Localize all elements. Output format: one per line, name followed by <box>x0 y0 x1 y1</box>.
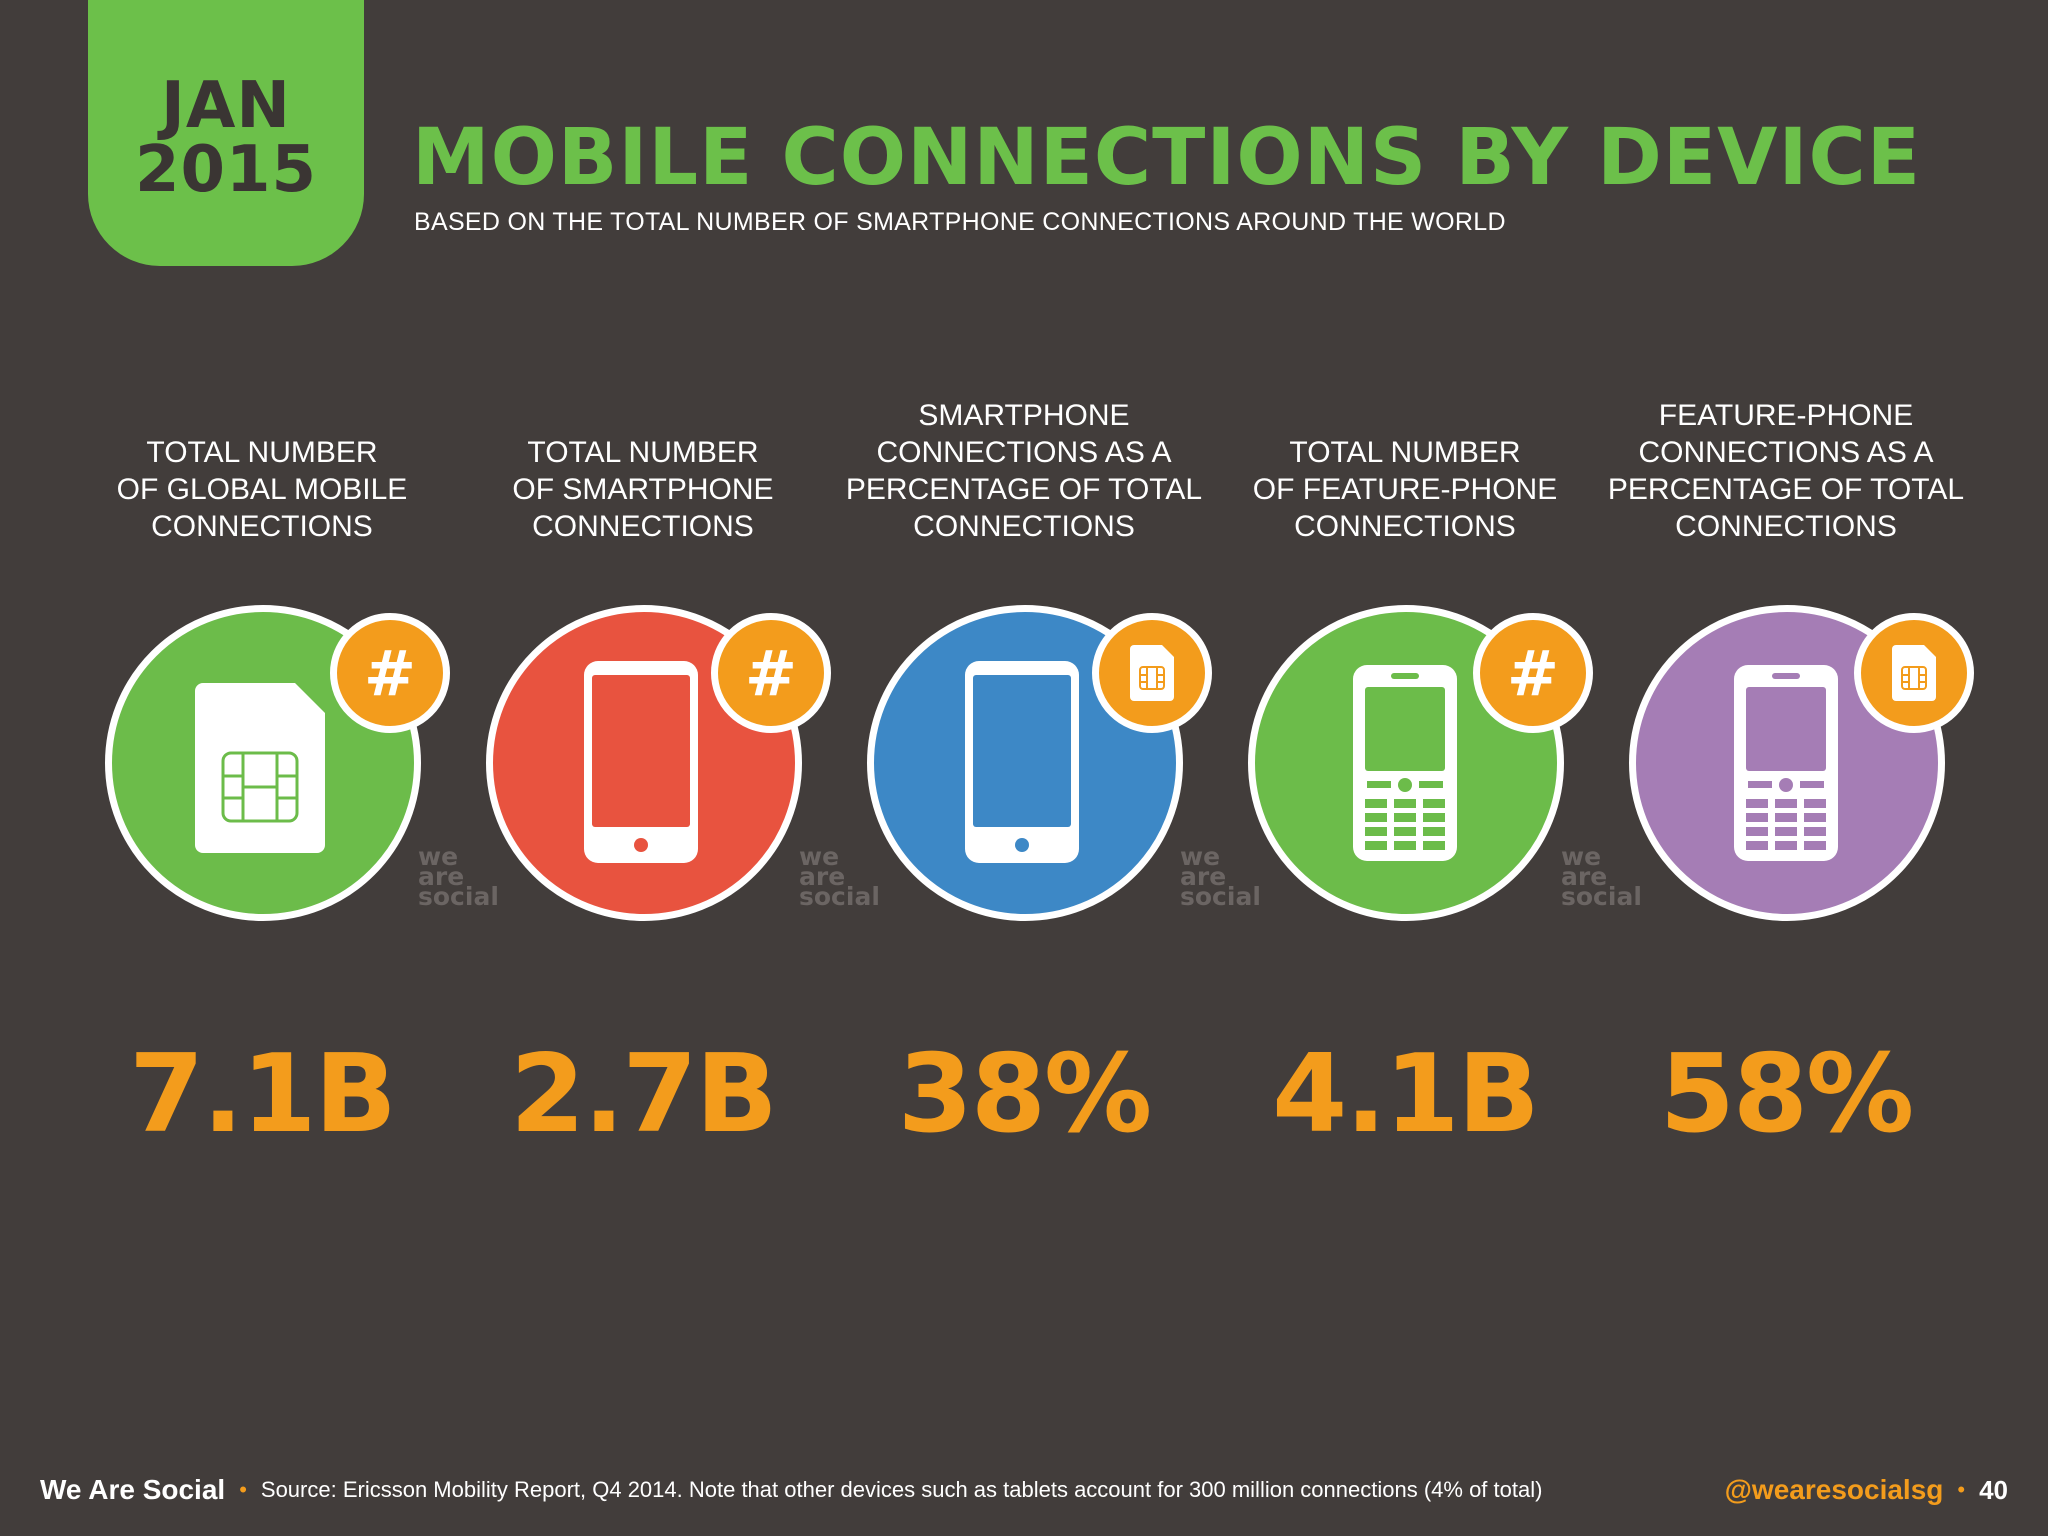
date-year: 2015 <box>134 133 318 207</box>
separator-dot: • <box>239 1477 247 1502</box>
stat-column-smartphone-percentage: SMARTPHONE CONNECTIONS AS A PERCENTAGE O… <box>834 395 1261 945</box>
page-subtitle: BASED ON THE TOTAL NUMBER OF SMARTPHONE … <box>414 208 1506 236</box>
smartphone-icon <box>965 661 1079 863</box>
stat-graphic: # we are social <box>453 605 880 945</box>
hashtag-badge: # <box>711 613 831 733</box>
date-month: JAN <box>161 69 291 143</box>
stat-label: TOTAL NUMBER OF FEATURE-PHONE CONNECTION… <box>1252 436 1558 543</box>
sim-badge <box>1092 613 1212 733</box>
we-are-social-watermark: we are social <box>1561 842 1642 911</box>
stat-graphic: # we are social <box>72 605 499 945</box>
stat-label: FEATURE-PHONE CONNECTIONS AS A PERCENTAG… <box>1607 399 1965 543</box>
stat-graphic: we are social <box>834 605 1261 945</box>
we-are-social-watermark: we are social <box>799 842 880 911</box>
hashtag-badge: # <box>1473 613 1593 733</box>
smartphone-icon <box>584 661 698 863</box>
stat-value-smartphone-connections: 2.7B <box>510 1032 778 1157</box>
page-title: MOBILE CONNECTIONS BY DEVICE <box>412 113 1922 203</box>
footer-brand: We Are Social <box>40 1474 226 1505</box>
stat-column-feature-phone-percentage: FEATURE-PHONE CONNECTIONS AS A PERCENTAG… <box>1596 395 1976 945</box>
stat-value-smartphone-percentage: 38% <box>897 1032 1153 1157</box>
stat-label: TOTAL NUMBER OF GLOBAL MOBILE CONNECTION… <box>116 436 408 543</box>
footer-handle[interactable]: @wearesocialsg <box>1724 1474 1944 1505</box>
date-tab: JAN 2015 <box>88 0 364 266</box>
stat-label: SMARTPHONE CONNECTIONS AS A PERCENTAGE O… <box>845 399 1203 543</box>
stat-value-feature-phone-percentage: 58% <box>1659 1032 1915 1157</box>
separator-dot: • <box>1957 1477 1966 1502</box>
stat-column-global-connections: TOTAL NUMBER OF GLOBAL MOBILE CONNECTION… <box>72 395 499 945</box>
sim-card-icon <box>195 683 325 853</box>
stat-value-feature-phone-connections: 4.1B <box>1272 1032 1540 1157</box>
hashtag-badge: # <box>330 613 450 733</box>
feature-phone-icon <box>1353 665 1457 861</box>
sim-card-icon <box>1892 645 1936 701</box>
page-number: 40 <box>1979 1474 2008 1505</box>
stat-column-smartphone-connections: TOTAL NUMBER OF SMARTPHONE CONNECTIONS #… <box>453 395 880 945</box>
we-are-social-watermark: we are social <box>418 842 499 911</box>
we-are-social-watermark: we are social <box>1180 842 1261 911</box>
stat-graphic <box>1596 605 1976 945</box>
stat-label: TOTAL NUMBER OF SMARTPHONE CONNECTIONS <box>512 436 774 543</box>
footer-source: Source: Ericsson Mobility Report, Q4 201… <box>260 1477 1543 1502</box>
feature-phone-icon <box>1734 665 1838 861</box>
stat-column-feature-phone-connections: TOTAL NUMBER OF FEATURE-PHONE CONNECTION… <box>1215 395 1642 945</box>
sim-badge <box>1854 613 1974 733</box>
footer: We Are Social • Source: Ericsson Mobilit… <box>40 1472 2008 1508</box>
stat-value-global-connections: 7.1B <box>129 1032 397 1157</box>
sim-card-icon <box>1130 645 1174 701</box>
stat-graphic: # we are social <box>1215 605 1642 945</box>
